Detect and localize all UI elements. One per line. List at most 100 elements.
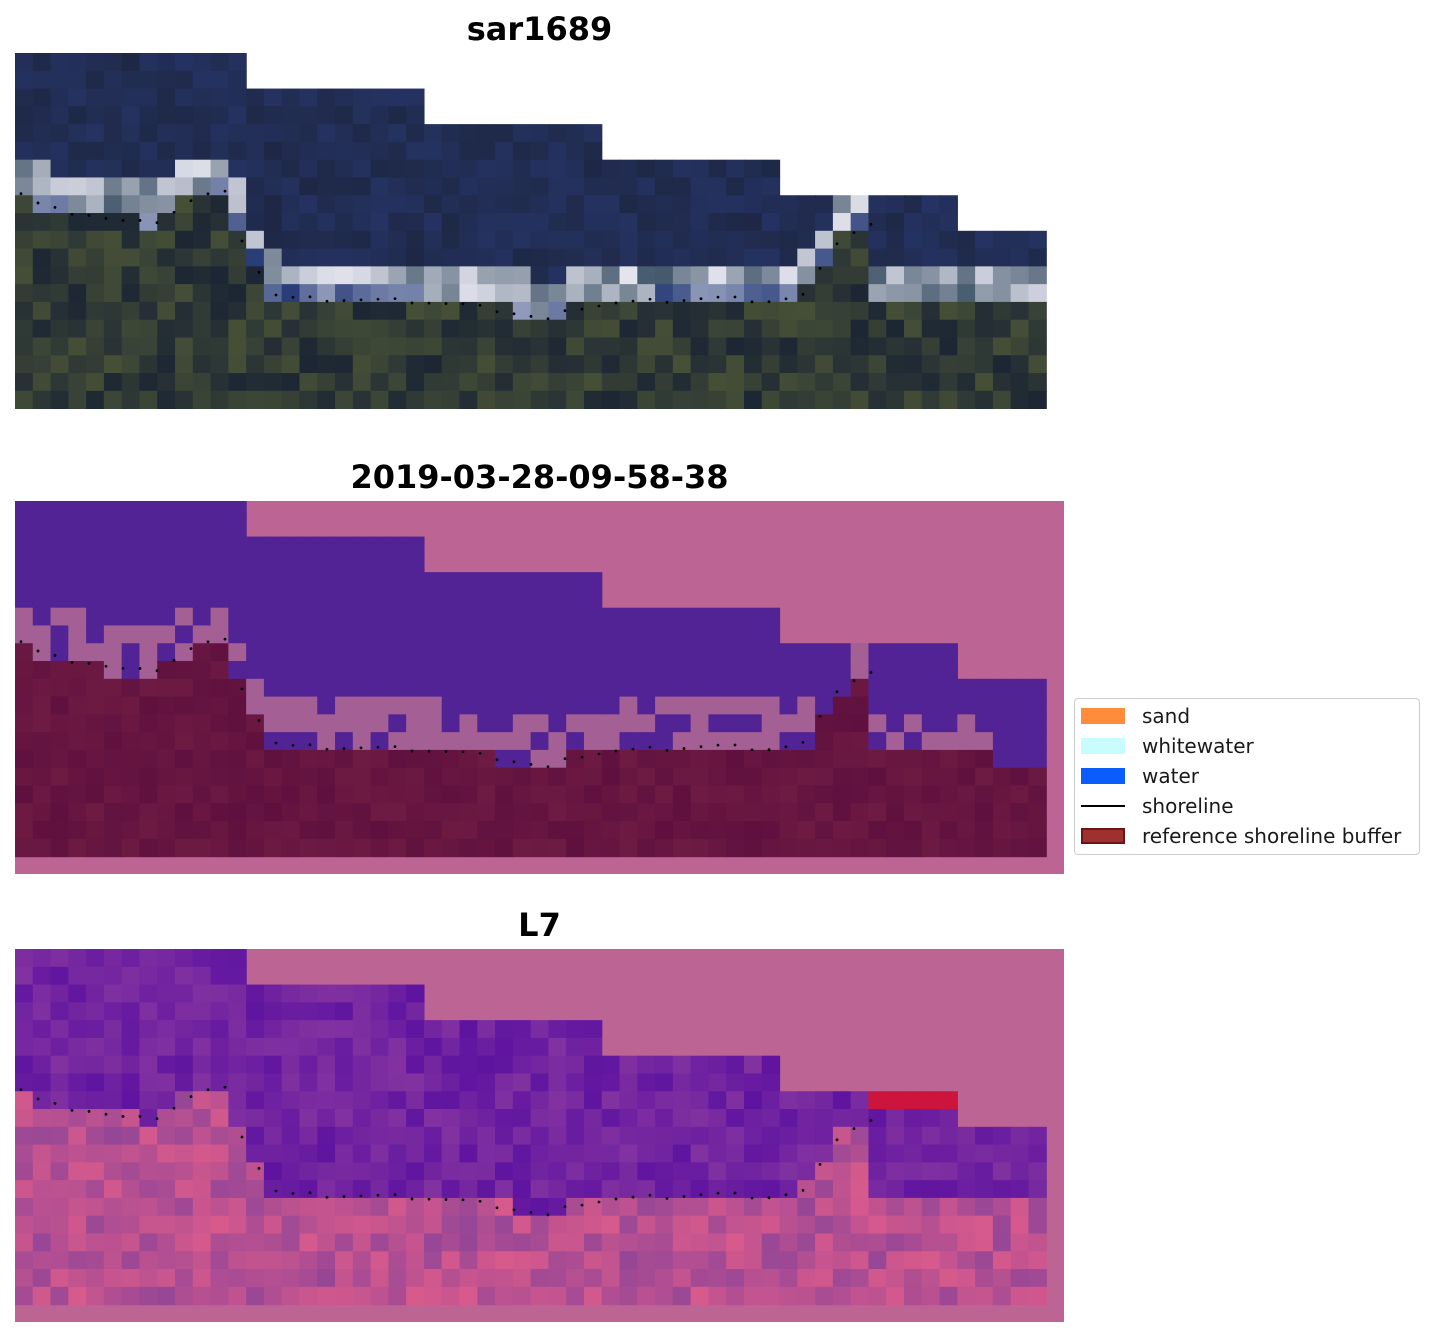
class-pixel: [477, 785, 496, 804]
class-pixel: [246, 625, 265, 644]
index-pixel: [228, 984, 247, 1003]
index-pixel: [228, 1162, 247, 1181]
class-pixel: [726, 714, 745, 733]
class-pixel: [281, 714, 301, 733]
class-pixel: [15, 696, 34, 715]
shoreline-point: [325, 747, 329, 751]
class-pixel: [86, 696, 105, 715]
class-pixel: [548, 589, 567, 609]
class-pixel: [335, 661, 354, 680]
class-pixel: [263, 554, 283, 573]
index-pixel: [477, 1144, 496, 1163]
class-pixel: [32, 554, 52, 573]
class-pixel: [708, 625, 727, 644]
class-pixel: [495, 785, 514, 804]
rgb-pixel: [619, 159, 638, 179]
index-pixel: [50, 1144, 69, 1163]
rgb-pixel: [139, 177, 158, 196]
class-pixel: [317, 714, 336, 733]
rgb-pixel: [406, 124, 425, 143]
index-pixel: [743, 1180, 763, 1199]
class-pixel: [86, 785, 105, 804]
class-pixel: [299, 732, 318, 751]
class-pixel: [548, 678, 567, 698]
index-pixel: [175, 1197, 194, 1217]
index-pixel: [619, 1180, 638, 1199]
index-pixel: [335, 1091, 354, 1110]
index-pixel: [672, 1286, 692, 1306]
class-pixel: [352, 732, 372, 751]
index-pixel: [299, 1020, 318, 1039]
index-pixel: [992, 1233, 1012, 1252]
rgb-pixel: [619, 213, 638, 232]
class-pixel: [637, 749, 656, 769]
rgb-pixel: [619, 266, 638, 285]
rgb-pixel: [619, 284, 638, 303]
index-pixel: [299, 1269, 318, 1288]
class-pixel: [957, 732, 976, 751]
rgb-pixel: [246, 390, 265, 409]
index-pixel: [619, 1091, 638, 1110]
index-pixel: [815, 1091, 834, 1110]
rgb-pixel: [904, 266, 923, 285]
index-pixel: [850, 1233, 870, 1252]
class-pixel: [157, 625, 176, 644]
class-pixel: [815, 696, 834, 715]
rgb-pixel: [690, 266, 710, 285]
rgb-pixel: [281, 301, 301, 321]
shoreline-point: [223, 1085, 227, 1089]
rgb-pixel: [726, 337, 745, 356]
index-pixel: [139, 1002, 158, 1021]
index-pixel: [103, 1037, 123, 1057]
class-pixel: [477, 696, 496, 715]
index-pixel: [850, 1215, 870, 1235]
rgb-pixel: [477, 159, 496, 179]
class-pixel: [441, 572, 461, 591]
index-pixel: [566, 1233, 585, 1252]
class-pixel: [690, 625, 710, 644]
class-pixel: [530, 678, 549, 698]
rgb-pixel: [886, 390, 905, 409]
class-pixel: [228, 589, 247, 609]
rgb-pixel: [335, 195, 354, 214]
class-pixel: [263, 696, 283, 715]
index-pixel: [619, 1286, 638, 1306]
index-pixel: [743, 1269, 763, 1288]
rgb-pixel: [423, 373, 443, 392]
rgb-pixel: [655, 195, 674, 214]
rgb-pixel: [335, 319, 354, 339]
class-pixel: [601, 678, 621, 698]
index-pixel: [317, 1091, 336, 1110]
rgb-pixel: [15, 248, 34, 267]
class-pixel: [281, 554, 301, 573]
class-pixel: [139, 678, 158, 698]
class-pixel: [672, 643, 692, 662]
index-pixel: [246, 984, 265, 1003]
class-pixel: [281, 643, 301, 662]
rgb-pixel: [406, 390, 425, 409]
class-pixel: [68, 678, 87, 698]
index-pixel: [157, 1055, 176, 1075]
class-pixel: [32, 767, 52, 787]
class-pixel: [263, 678, 283, 698]
index-pixel: [441, 1109, 461, 1128]
class-pixel: [121, 554, 141, 573]
rgb-pixel: [228, 301, 247, 321]
rgb-pixel: [86, 373, 105, 392]
class-pixel: [157, 536, 176, 555]
class-pixel: [423, 607, 443, 627]
class-pixel: [388, 696, 407, 715]
index-pixel: [352, 1073, 372, 1092]
rgb-pixel: [406, 88, 425, 107]
rgb-pixel: [192, 248, 212, 267]
index-pixel: [566, 1180, 585, 1199]
class-pixel: [619, 749, 638, 769]
index-pixel: [263, 1091, 283, 1110]
class-pixel: [566, 749, 585, 769]
rgb-pixel: [175, 106, 194, 125]
rgb-pixel: [512, 213, 532, 232]
rgb-pixel: [50, 390, 69, 409]
index-pixel: [904, 1091, 923, 1110]
index-pixel: [175, 1215, 194, 1235]
rgb-pixel: [815, 284, 834, 303]
